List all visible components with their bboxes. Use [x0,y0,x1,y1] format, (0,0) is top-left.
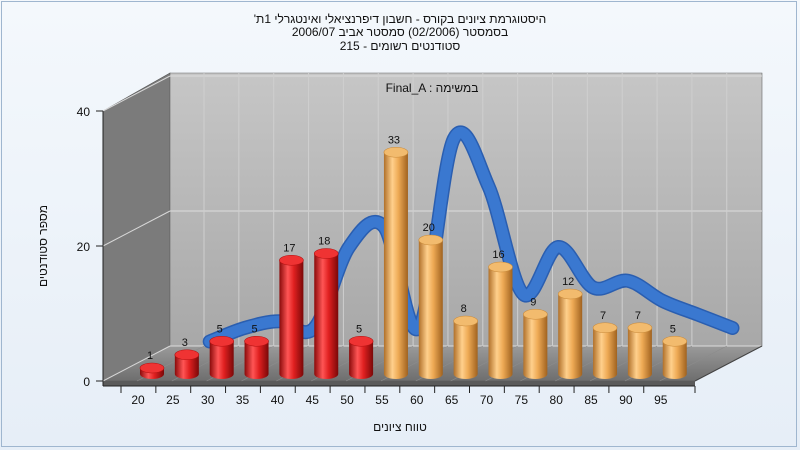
x-tick-label: 65 [445,393,459,407]
chart-subtitle: Final_A : במשימה [386,81,479,95]
bar-20 [139,362,165,379]
data-label: 5 [251,323,257,335]
x-tick-label: 80 [550,393,564,407]
data-label: 5 [670,323,676,335]
data-labels-layer: 1 3 5 5 17 18 5 33 20 8 16 9 12 7 7 5 [147,134,676,362]
bar-80 [557,288,583,379]
chart-title-line-1: היסטוגרמת ציונים בקורס - חשבון דיפרנציאל… [253,12,547,26]
data-label: 12 [562,276,574,288]
bar-30 [209,335,234,379]
bar-95 [662,335,688,379]
x-tick-label: 90 [619,393,633,407]
x-tick-label: 25 [166,393,180,407]
y-axis-title: מספר סטודנטים [36,205,50,287]
bar-45 [313,248,339,379]
bars-layer [139,146,688,379]
data-label: 8 [461,303,467,315]
data-label: 18 [318,236,330,248]
bar-75 [523,308,548,379]
data-label: 16 [492,249,504,261]
bar-55 [383,146,409,379]
x-tick-label: 30 [201,393,215,407]
data-label: 5 [356,323,362,335]
x-tick-label: 45 [306,393,320,407]
y-tick-label: 40 [77,105,91,119]
data-label: 17 [283,242,295,254]
x-axis-title: טווח ציונים [373,420,427,434]
bar-35 [244,335,269,379]
x-tick-label: 35 [236,393,250,407]
bar-50 [348,335,374,379]
chart-title-line-3: סטודנטים רשומים - 215 [339,39,461,53]
data-label: 7 [600,310,606,322]
x-tick-label: 70 [480,393,494,407]
data-label: 5 [217,323,223,335]
data-label: 20 [423,222,435,234]
bar-70 [488,261,513,379]
bar-40 [279,254,304,379]
x-tick-label: 40 [271,393,285,407]
data-label: 33 [388,134,400,146]
x-tick-label: 55 [375,393,389,407]
bar-65 [453,315,478,379]
data-label: 7 [635,310,641,322]
x-tick-label: 60 [410,393,424,407]
y-tick-label: 0 [83,375,90,389]
x-tick-label: 20 [131,393,145,407]
x-tick-label: 50 [340,393,354,407]
bar-60 [418,234,444,379]
bar-85 [592,322,618,379]
data-label: 3 [182,337,188,349]
x-tick-label: 75 [515,393,529,407]
chart-title-line-2: בסמסטר (02/2006) סמסטר אביב 2006/07 [291,25,509,39]
x-tick-label: 85 [584,393,598,407]
chart-side-wall [102,72,171,382]
data-label: 9 [530,296,536,308]
bar-90 [627,322,653,379]
distribution-curve-layer [202,125,740,349]
distribution-curve [204,126,738,347]
x-tick-label: 95 [654,393,668,407]
data-label: 1 [147,350,153,362]
chart-floor-front [103,381,695,386]
y-tick-label: 20 [77,240,91,254]
bar-25 [174,349,200,379]
